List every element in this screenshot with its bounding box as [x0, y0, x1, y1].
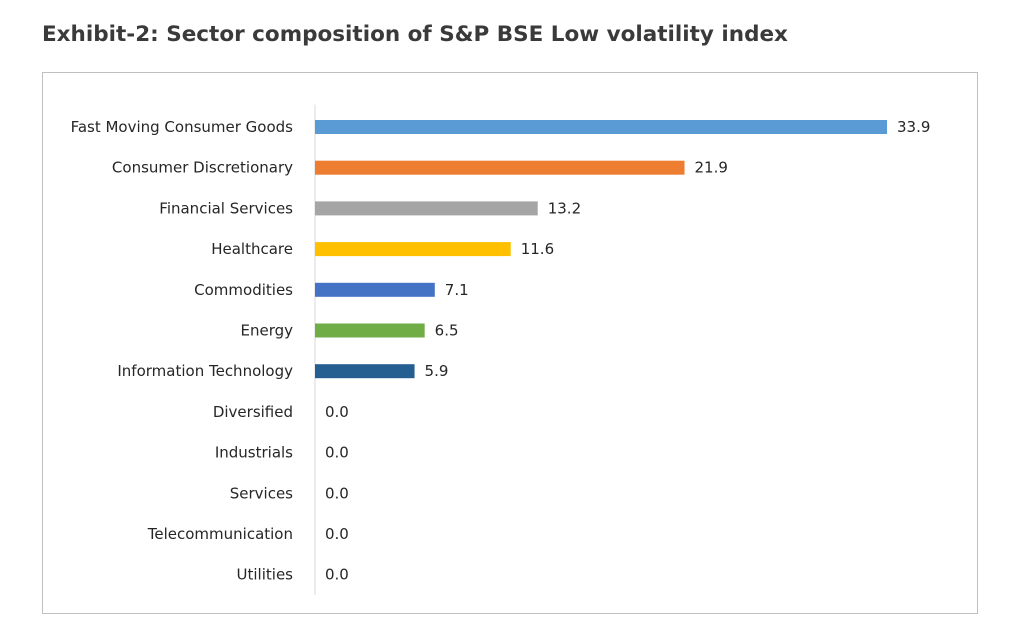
category-tick-label: Utilities: [237, 566, 294, 584]
data-label: 11.6: [521, 240, 554, 258]
data-label: 0.0: [325, 403, 349, 421]
bar-chart: Fast Moving Consumer Goods 33.9 Consumer D…: [71, 104, 931, 596]
data-label: 0.0: [325, 525, 349, 543]
exhibit-title: Exhibit-2: Sector composition of S&P BSE…: [42, 22, 788, 47]
bar: [315, 364, 415, 379]
category-tick-label: Consumer Discretionary: [112, 159, 293, 177]
data-label: 5.9: [425, 362, 449, 380]
category-tick-label: Services: [230, 484, 293, 502]
data-label: 0.0: [325, 484, 349, 502]
category-tick-label: Fast Moving Consumer Goods: [71, 118, 294, 136]
labels-layer: Fast Moving Consumer Goods 33.9 Consumer D…: [71, 118, 931, 584]
bar: [315, 120, 887, 134]
category-tick-label: Information Technology: [117, 362, 293, 380]
data-label: 33.9: [897, 118, 930, 136]
bar: [315, 201, 538, 216]
category-tick-label: Energy: [240, 322, 293, 340]
bar: [315, 323, 425, 338]
data-label: 0.0: [325, 566, 349, 584]
category-tick-label: Industrials: [215, 444, 293, 462]
data-label: 13.2: [548, 199, 581, 217]
category-tick-label: Commodities: [194, 281, 293, 299]
category-tick-label: Financial Services: [159, 199, 293, 217]
chart-frame: Fast Moving Consumer Goods 33.9 Consumer D…: [42, 72, 978, 614]
bars-layer: [315, 120, 887, 379]
data-label: 7.1: [445, 281, 469, 299]
category-tick-label: Diversified: [213, 403, 293, 421]
data-label: 0.0: [325, 444, 349, 462]
data-label: 21.9: [695, 159, 728, 177]
data-label: 6.5: [435, 322, 459, 340]
bar: [315, 282, 435, 297]
bar: [315, 160, 685, 175]
category-tick-label: Healthcare: [211, 240, 293, 258]
category-tick-label: Telecommunication: [147, 525, 293, 543]
bar: [315, 242, 511, 257]
